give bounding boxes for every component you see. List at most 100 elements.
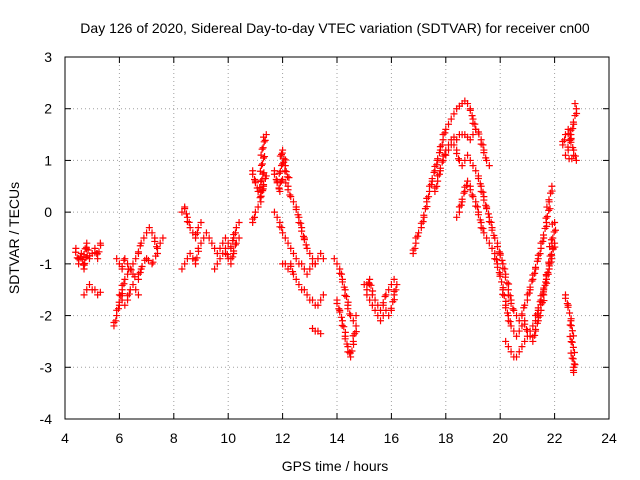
data-point (131, 273, 139, 281)
data-point (202, 229, 210, 237)
data-point (499, 290, 507, 298)
data-point (529, 322, 537, 330)
data-point (182, 210, 190, 218)
y-tick-label: 3 (44, 49, 52, 65)
data-point (213, 260, 221, 268)
data-point (543, 203, 551, 211)
data-point (474, 174, 482, 182)
x-tick-label: 16 (384, 430, 400, 446)
data-point (151, 237, 159, 245)
data-point (545, 196, 553, 204)
data-point (565, 155, 573, 163)
data-point (344, 305, 352, 313)
data-point (501, 265, 509, 273)
data-point (485, 218, 493, 226)
data-point (235, 218, 243, 226)
data-point (281, 167, 289, 175)
data-point (72, 248, 80, 256)
data-point (569, 343, 577, 351)
data-point (572, 156, 580, 164)
data-point (507, 322, 515, 330)
data-point (521, 337, 529, 345)
data-point (249, 215, 257, 223)
data-point (513, 332, 521, 340)
data-point (469, 162, 477, 170)
data-point (186, 224, 194, 232)
data-point (80, 251, 88, 259)
data-point (363, 291, 371, 299)
data-point (352, 322, 360, 330)
data-point (536, 298, 544, 306)
data-point (466, 106, 474, 114)
data-point (145, 224, 153, 232)
data-point (513, 353, 521, 361)
data-point (149, 258, 157, 266)
data-point (533, 310, 541, 318)
data-point (525, 289, 533, 297)
data-points (72, 97, 581, 376)
data-point (96, 288, 104, 296)
data-point (95, 248, 103, 256)
data-point (211, 265, 219, 273)
data-point (77, 254, 85, 262)
data-point (120, 256, 128, 264)
data-point (539, 290, 547, 298)
data-point (303, 270, 311, 278)
data-point (262, 131, 270, 139)
data-point (377, 317, 385, 325)
data-point (96, 239, 104, 247)
data-point (491, 234, 499, 242)
chart-title: Day 126 of 2020, Sidereal Day-to-day VTE… (80, 20, 590, 36)
data-point (178, 208, 186, 216)
data-point (498, 278, 506, 286)
data-point (453, 213, 461, 221)
data-point (540, 231, 547, 239)
data-point (231, 229, 239, 237)
data-point (480, 196, 488, 204)
data-point (260, 138, 268, 146)
data-point (282, 168, 290, 176)
data-point (479, 141, 487, 149)
data-point (438, 158, 446, 166)
data-point (289, 270, 297, 278)
data-point (504, 343, 512, 351)
data-point (458, 195, 466, 203)
data-point (156, 239, 164, 247)
data-point (483, 156, 491, 164)
data-point (251, 208, 259, 216)
data-point (285, 174, 293, 182)
data-point (115, 291, 123, 299)
data-point (559, 137, 567, 145)
data-point (482, 201, 490, 209)
data-point (501, 273, 509, 281)
data-point (349, 317, 357, 325)
data-point (474, 203, 482, 211)
data-point (134, 248, 142, 256)
data-point (83, 245, 91, 253)
data-point (311, 260, 319, 268)
data-point (439, 156, 447, 164)
data-point (571, 152, 579, 160)
x-tick-label: 6 (116, 430, 124, 446)
data-point (284, 173, 292, 181)
data-point (276, 168, 284, 176)
data-point (279, 229, 287, 237)
data-point (464, 100, 472, 108)
data-point (85, 255, 93, 263)
data-point (298, 227, 306, 235)
data-point (227, 243, 235, 251)
data-point (340, 323, 348, 331)
data-point (148, 229, 156, 237)
data-point (438, 141, 446, 149)
data-point (193, 229, 201, 237)
y-tick-label: -4 (40, 411, 53, 427)
data-point (216, 255, 224, 263)
data-point (292, 206, 300, 214)
data-point (464, 151, 472, 159)
data-point (495, 248, 503, 256)
data-point (81, 259, 89, 267)
data-point (148, 260, 156, 268)
data-point (543, 212, 551, 220)
data-point (250, 213, 258, 221)
data-point (483, 234, 491, 242)
